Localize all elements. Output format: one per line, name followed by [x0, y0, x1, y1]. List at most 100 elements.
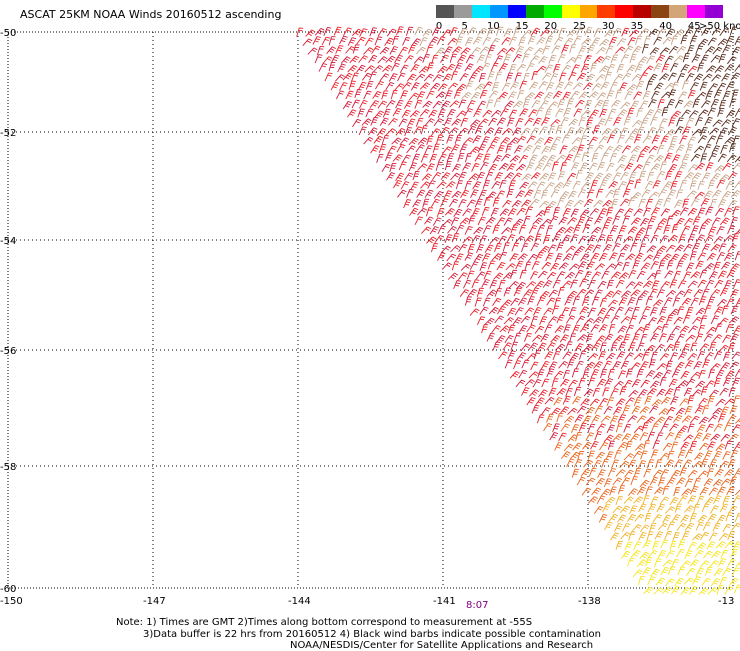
wind-barb: [509, 155, 521, 163]
wind-barb: [717, 153, 727, 163]
wind-barb: [574, 245, 586, 254]
wind-barb: [359, 28, 368, 37]
wind-barb: [721, 190, 732, 199]
wind-barb: [453, 280, 462, 289]
wind-barb: [665, 550, 675, 559]
wind-barb: [573, 54, 583, 64]
wind-barb: [498, 162, 509, 171]
wind-barb: [530, 27, 540, 36]
wind-barb: [636, 342, 645, 352]
wind-barb: [660, 423, 669, 433]
wind-barb: [580, 253, 590, 262]
wind-barb: [519, 269, 527, 279]
wind-barb: [638, 243, 647, 253]
wind-barb: [520, 315, 531, 324]
wind-barb: [705, 206, 714, 216]
wind-barb: [650, 568, 660, 577]
wind-barb: [505, 263, 516, 271]
wind-barb: [729, 143, 737, 153]
wind-barb: [706, 468, 714, 478]
wind-barb: [681, 530, 690, 540]
wind-barb: [516, 63, 527, 72]
wind-barb: [455, 253, 464, 262]
wind-barb: [635, 443, 646, 451]
wind-barb: [530, 361, 539, 371]
wind-barb: [621, 145, 632, 154]
wind-barb: [710, 578, 721, 587]
wind-barb: [617, 325, 628, 334]
wind-barb: [612, 360, 622, 370]
wind-barb: [581, 487, 592, 496]
wind-barb: [717, 107, 725, 117]
wind-barb: [451, 233, 460, 243]
legend-label: >50 knots: [699, 21, 740, 32]
wind-barb: [523, 144, 533, 153]
wind-barb: [715, 135, 724, 145]
wind-barb: [705, 279, 715, 289]
wind-barb: [484, 53, 492, 64]
wind-barb: [500, 137, 511, 145]
wind-barb: [488, 90, 499, 99]
wind-barb: [539, 245, 550, 254]
wind-barb: [425, 207, 434, 217]
wind-barb: [647, 215, 657, 225]
wind-barb: [724, 252, 733, 262]
wind-barb: [629, 128, 640, 136]
wind-barb: [533, 306, 542, 316]
wind-barb: [580, 63, 589, 73]
wind-barb: [564, 271, 576, 280]
wind-barb: [719, 287, 729, 297]
wind-barb: [524, 235, 534, 243]
wind-barb: [504, 359, 513, 369]
wind-barb: [440, 100, 451, 109]
wind-barb: [521, 387, 530, 396]
wind-barb: [702, 73, 713, 81]
wind-barb: [557, 197, 565, 207]
wind-barb: [571, 251, 580, 261]
wind-barb: [565, 245, 576, 253]
wind-barb: [732, 495, 740, 504]
wind-barb: [566, 98, 574, 108]
wind-barb: [713, 377, 721, 388]
wind-barb: [409, 110, 420, 118]
latitude-label: -56: [0, 346, 16, 357]
wind-barb: [426, 90, 435, 100]
wind-barb: [467, 27, 477, 36]
wind-barb: [335, 90, 345, 100]
wind-barb: [543, 91, 554, 100]
wind-barb: [641, 351, 650, 361]
wind-barb: [712, 46, 723, 55]
wind-barb: [730, 190, 740, 198]
wind-barb: [558, 27, 566, 37]
wind-barb: [693, 477, 701, 487]
wind-barb: [676, 306, 685, 316]
wind-barb: [586, 117, 594, 127]
wind-barb: [710, 315, 720, 325]
wind-barb: [612, 505, 623, 514]
wind-barb: [620, 244, 630, 252]
wind-barb: [528, 342, 538, 351]
wind-barb: [627, 459, 637, 469]
wind-barb: [550, 335, 561, 343]
wind-barb: [606, 424, 616, 434]
wind-barb: [698, 109, 709, 117]
wind-barb: [654, 343, 665, 352]
wind-barb: [620, 532, 631, 540]
wind-barb: [430, 82, 441, 91]
wind-barb: [690, 297, 700, 307]
legend-swatch: [615, 5, 634, 18]
wind-barb: [735, 561, 740, 567]
wind-barb: [590, 62, 598, 72]
wind-barb: [508, 281, 519, 289]
wind-barb: [473, 65, 484, 74]
wind-barb: [730, 305, 739, 315]
wind-barb: [617, 134, 625, 144]
wind-barb: [699, 269, 708, 279]
wind-barb: [724, 540, 735, 549]
wind-barb: [591, 83, 602, 91]
wind-barb: [462, 162, 472, 171]
wind-barb: [397, 72, 406, 82]
wind-barb: [729, 26, 738, 36]
wind-barb: [642, 495, 650, 505]
wind-barb: [413, 126, 423, 135]
